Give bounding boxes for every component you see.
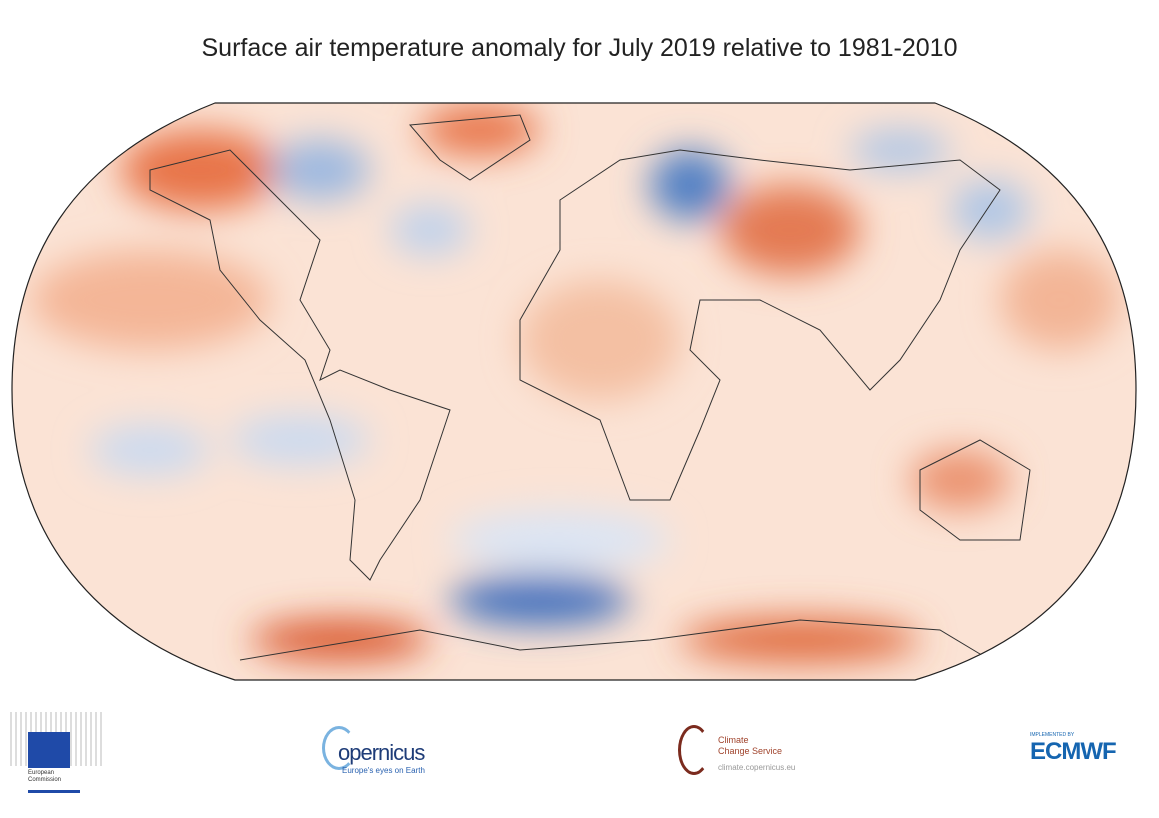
map-title: Surface air temperature anomaly for July… — [201, 34, 958, 62]
ec-line1: European — [28, 770, 55, 776]
copernicus-tagline: Europe's eyes on Earth — [342, 766, 425, 775]
ecmwf-logo: IMPLEMENTED BY ECMWF — [1030, 732, 1150, 772]
ecmwf-name: ECMWF — [1030, 738, 1117, 765]
european-commission-logo: European Commission — [10, 712, 105, 793]
c3s-url: climate.copernicus.eu — [718, 763, 796, 772]
ecmwf-implemented-by: IMPLEMENTED BY — [1030, 732, 1075, 738]
c3s-line1: Climate — [718, 735, 749, 745]
c3s-line2: Change Service — [718, 746, 783, 756]
ec-line2: Commission — [28, 777, 62, 783]
copernicus-logo: opernicus Europe's eyes on Earth — [322, 722, 442, 777]
anomaly-field — [30, 105, 1120, 662]
temperature-anomaly-map — [11, 102, 1137, 681]
c3s-logo: Climate Change Service climate.copernicus… — [678, 725, 818, 780]
copernicus-name: opernicus — [338, 740, 425, 765]
coastlines — [149, 114, 1031, 661]
eu-flag-icon — [28, 732, 70, 768]
thermometer-cloud-icon — [678, 725, 710, 775]
